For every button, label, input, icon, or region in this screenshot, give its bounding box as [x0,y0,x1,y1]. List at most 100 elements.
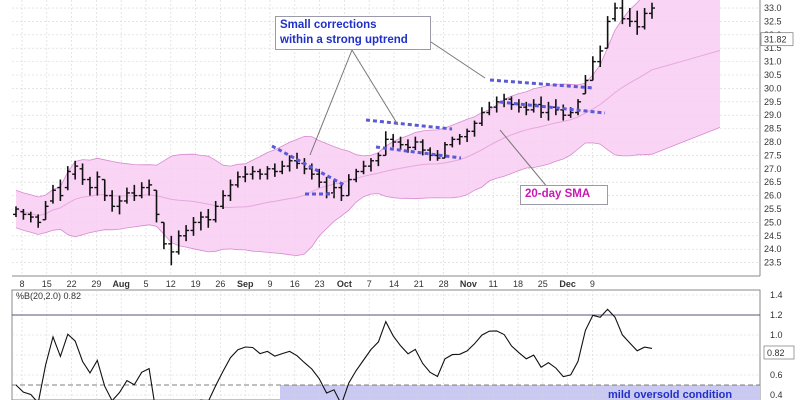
price-bar [464,128,471,143]
price-bar [575,99,582,116]
price-bar [271,163,278,177]
price-bar [538,96,545,118]
x-tick-label: 18 [513,279,523,289]
lower-band-line [15,127,721,257]
price-bar [234,171,241,188]
price-bar [397,136,404,151]
price-bar [641,8,648,30]
price-bar [101,178,108,201]
percent-b-line [15,308,653,400]
x-tick-label: 5 [143,279,148,289]
price-bar [227,179,234,201]
percent-b-last-marker [763,345,795,360]
price-bar [360,160,367,175]
y-tick-label: 26.5 [764,177,782,187]
price-bar [257,168,264,180]
x-tick-label: 14 [389,279,399,289]
y-tick-label: 23.5 [764,258,782,268]
oversold-zone [280,385,760,400]
price-bar [264,166,271,180]
x-tick-label: 9 [267,279,272,289]
price-bar [419,139,426,156]
sma-label-text: 20-day SMA [525,188,591,200]
annotation-line-2: within a strong uptrend [280,34,408,46]
price-bar [345,174,352,197]
price-bar [20,209,27,220]
price-bar [138,182,145,199]
price-bar [72,160,79,180]
price-bar [634,10,641,35]
y-tick-label: 28.5 [764,124,782,134]
price-bar [153,189,160,223]
x-tick-label: 9 [590,279,595,289]
price-bar [64,166,71,191]
x-tick-label: 12 [166,279,176,289]
price-bar [612,2,619,22]
price-bar [597,45,604,67]
correction-trendline [271,144,347,188]
price-bar [86,176,93,196]
y-tick-label: 32.5 [764,16,782,26]
price-bar [57,179,64,201]
price-bar [286,155,293,172]
price-bar [493,96,500,113]
y-tick-label: 24.5 [764,231,782,241]
x-tick-label: Nov [460,279,477,289]
price-bar [353,168,360,183]
x-tick-label: 23 [315,279,325,289]
price-bar [13,206,19,218]
annotation-line-1: Small corrections [280,19,377,31]
price-bar [168,235,175,266]
price-bar [619,0,626,25]
y-tick-label: 24.0 [764,244,782,254]
price-bar [249,166,256,180]
price-bar [367,158,374,172]
annotation-small-corrections: Small corrections within a strong uptren… [275,16,431,50]
last-price-label: 31.82 [764,35,787,45]
x-tick-label: 7 [367,279,372,289]
upper-band-line [15,0,641,198]
correction-trendline [375,145,462,160]
x-tick-label: 21 [414,279,424,289]
percent-b-y-tick: 1.0 [770,330,783,340]
y-tick-label: 33.0 [764,3,782,13]
price-bar [412,136,419,151]
y-tick-label: 30.5 [764,70,782,80]
percent-b-y-tick: 1.4 [770,290,783,300]
price-bar [160,221,167,250]
bollinger-band-fill [16,0,720,256]
last-price-marker [760,32,794,47]
price-bar [449,136,456,148]
price-bar [279,160,286,175]
price-bar [478,107,485,126]
price-bar [123,187,130,204]
y-tick-label: 30.0 [764,83,782,93]
price-bar [316,168,323,188]
price-bar [131,184,138,201]
percent-b-y-tick: 0.6 [770,370,783,380]
price-bar [116,195,123,215]
x-tick-label: Dec [559,279,576,289]
percent-b-y-tick: 1.2 [770,310,783,320]
x-tick-label: 11 [489,279,498,289]
x-tick-label: 22 [67,279,77,289]
callout-leader-line [499,129,549,189]
price-bar [242,166,249,183]
y-tick-label: 26.0 [764,191,782,201]
y-tick-label: 25.5 [764,204,782,214]
price-bar [649,2,655,19]
x-tick-label: 26 [215,279,225,289]
x-tick-label: 25 [538,279,548,289]
price-bar [197,211,204,231]
annotation-20-day-sma: 20-day SMA [520,185,608,205]
y-tick-label: 27.0 [764,164,782,174]
x-tick-label: 19 [191,279,201,289]
price-bar [404,139,411,153]
price-bar [49,184,56,204]
callout-leader-line [424,37,486,79]
price-bar [79,163,86,185]
price-bar [471,120,478,137]
y-tick-label: 31.0 [764,57,782,67]
price-bar [175,230,182,255]
